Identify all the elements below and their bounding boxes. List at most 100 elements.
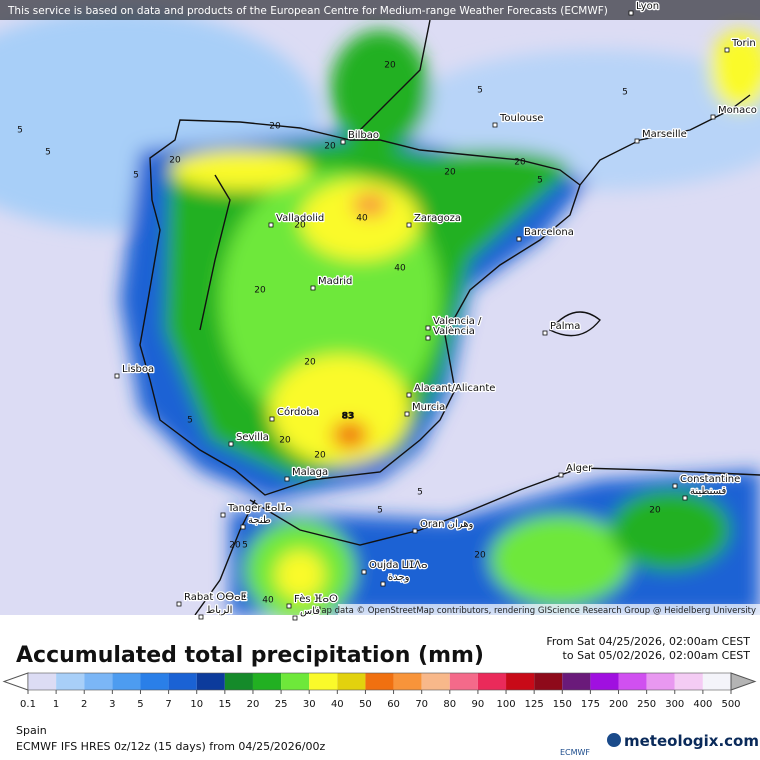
- legend-tick-label: 50: [359, 699, 372, 710]
- legend-tick-label: 40: [331, 699, 344, 710]
- contour-label: 20: [169, 156, 181, 166]
- contour-label: 40: [262, 596, 274, 606]
- contour-label: 20: [444, 168, 456, 178]
- contour-label: 5: [242, 541, 248, 551]
- legend-tick-label: 25: [275, 699, 288, 710]
- city-marker: [406, 392, 412, 398]
- city-marker: [268, 222, 274, 228]
- contour-label: 20: [279, 436, 291, 446]
- legend-tick-label: 100: [496, 699, 515, 710]
- city-label: Malaga: [292, 467, 328, 478]
- city-label: فاس: [300, 606, 320, 617]
- city-marker: [284, 476, 290, 482]
- city-label: Zaragoza: [414, 213, 461, 224]
- city-label: Oujda ⵡⵊⴷⴰ: [369, 560, 428, 571]
- city-marker: [492, 122, 498, 128]
- legend-tick-label: 10: [190, 699, 203, 710]
- legend-tick-label: 15: [218, 699, 231, 710]
- city-label: Valencia /: [433, 316, 482, 327]
- city-label: Toulouse: [499, 113, 543, 124]
- attribution-bar: [0, 0, 760, 20]
- legend-arrow-low: [2, 672, 29, 691]
- legend-cell: [56, 673, 85, 690]
- legend-tick-label: 1: [53, 699, 59, 710]
- city-marker: [634, 138, 640, 144]
- city-label: Córdoba: [277, 406, 319, 418]
- ecmwf-logo: ECMWF: [560, 748, 590, 757]
- legend-cell: [337, 673, 366, 690]
- period-to: to Sat 05/02/2026, 02:00am CEST: [563, 649, 751, 662]
- city-label: طنجة: [248, 515, 271, 526]
- legend-cell: [449, 673, 478, 690]
- city-label: Bilbao: [348, 130, 379, 141]
- contour-label: 20: [269, 122, 281, 132]
- contour-label: 20: [254, 286, 266, 296]
- city-label: Alacant/Alicante: [414, 383, 495, 394]
- map: This service is based on data and produc…: [0, 0, 760, 615]
- legend-cell: [421, 673, 450, 690]
- city-label: Sevilla: [236, 432, 269, 443]
- legend-cell: [252, 673, 282, 690]
- coastlines: [139, 19, 760, 615]
- contour-label: 5: [17, 126, 23, 136]
- city-label: Madrid: [318, 276, 352, 287]
- city-label: Barcelona: [524, 227, 574, 238]
- legend-cell: [477, 673, 507, 690]
- title: Accumulated total precipitation (mm): [16, 643, 484, 668]
- legend-tick-label: 300: [665, 699, 684, 710]
- legend-cell: [646, 673, 675, 690]
- city-marker: [425, 325, 431, 331]
- city-marker: [340, 139, 346, 145]
- legend-tick-label: 250: [637, 699, 656, 710]
- legend-tick-label: 3: [109, 699, 115, 710]
- legend-tick-label: 175: [581, 699, 600, 710]
- legend-arrow-high: [730, 672, 757, 691]
- city-label: Lyon: [636, 1, 659, 12]
- contour-label: 5: [133, 171, 139, 181]
- legend-cell: [506, 673, 535, 690]
- city-label: Constantine: [680, 474, 740, 485]
- city-label: وجدة: [388, 572, 410, 583]
- city-marker: [682, 495, 688, 501]
- legend-tick-label: 70: [415, 699, 428, 710]
- city-layer: Lyon Torin Monaco Toulouse Marseille Bilbao Va…: [114, 0, 758, 621]
- precip-field: [0, 10, 760, 615]
- legend-tick-label: 200: [609, 699, 628, 710]
- model: ECMWF IFS HRES 0z/12z (15 days) from 04/…: [16, 740, 326, 753]
- legend-tick-label: 30: [303, 699, 316, 710]
- legend-cell: [224, 673, 253, 690]
- city-marker: [269, 416, 275, 422]
- city-label: Lisboa: [122, 364, 154, 375]
- city-marker: [286, 603, 292, 609]
- legend-cell: [562, 673, 591, 690]
- city-marker: [198, 614, 204, 620]
- legend-cell: [281, 673, 310, 690]
- city-marker: [672, 483, 678, 489]
- meteologix-icon: [607, 733, 621, 747]
- city-marker: [310, 285, 316, 291]
- contour-label: 20: [324, 142, 336, 152]
- city-marker: [516, 236, 522, 242]
- city-label: Tanger ⵟⴰⵏⵊⴰ: [227, 503, 292, 514]
- city-marker: [292, 615, 298, 621]
- legend-tick-label: 20: [247, 699, 260, 710]
- city-label: València: [433, 325, 475, 337]
- city-label: Murcia: [412, 402, 445, 413]
- city-marker: [558, 472, 564, 478]
- city-marker: [114, 373, 120, 379]
- city-marker: [724, 47, 730, 53]
- legend-tick-label: 5: [137, 699, 143, 710]
- city-marker: [240, 524, 246, 530]
- city-label: Marseille: [642, 129, 687, 140]
- legend-cell: [140, 673, 169, 690]
- legend-tick-label: 60: [387, 699, 400, 710]
- legend-cell: [365, 673, 394, 690]
- legend-tick-label: 90: [472, 699, 485, 710]
- contour-label: 5: [477, 86, 483, 96]
- legend: 0.1 1 2 3 5 7 10 15 20 25 30 40 50 60 70 80 90 100 125 150 1…: [2, 672, 757, 710]
- city-label: Torin: [731, 38, 756, 49]
- city-marker: [628, 10, 634, 16]
- city-marker: [361, 569, 367, 575]
- legend-tick-label: 500: [721, 699, 740, 710]
